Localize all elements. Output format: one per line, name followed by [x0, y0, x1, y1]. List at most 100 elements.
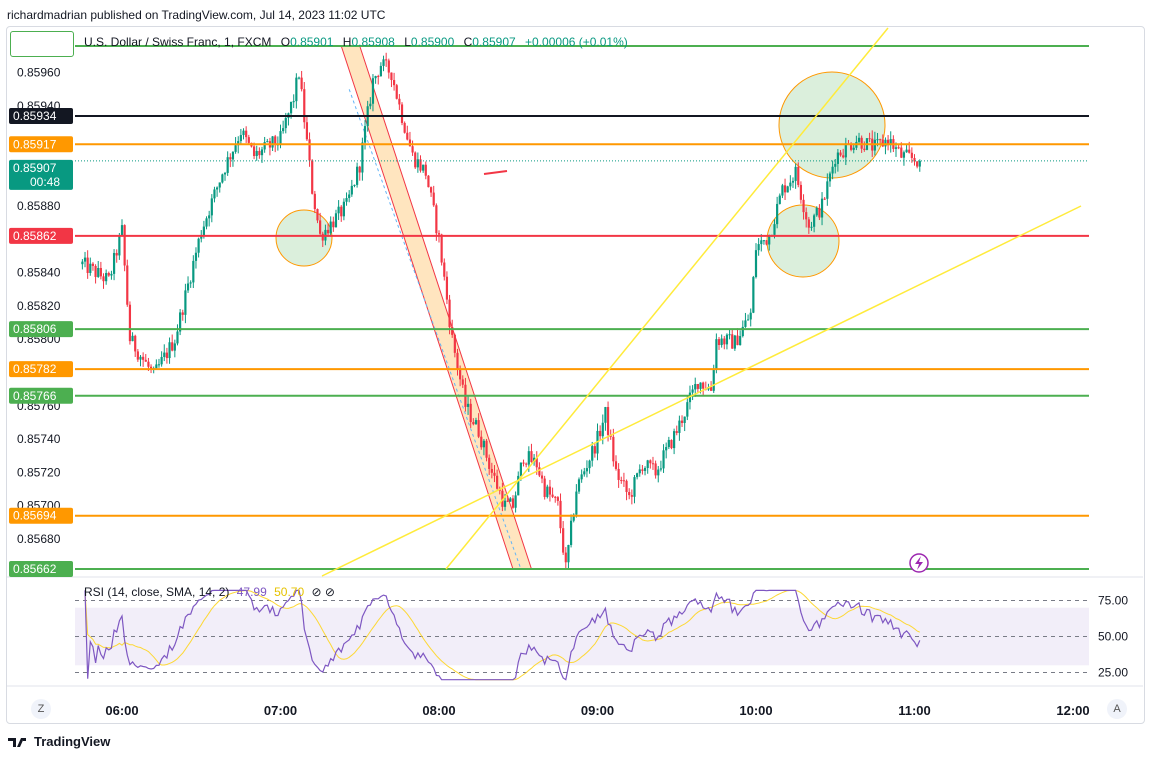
candle-body: [319, 220, 322, 234]
price-label-text: 0.85917: [13, 137, 57, 151]
candle-body: [369, 103, 372, 107]
candle-body: [157, 364, 161, 366]
x-tick-label: 12:00: [1056, 703, 1089, 718]
candle-body: [81, 261, 84, 265]
candle-body: [649, 460, 652, 464]
candle-body: [179, 312, 182, 332]
candle-body: [356, 166, 359, 185]
candle-body: [213, 189, 216, 199]
candle-body: [292, 101, 295, 103]
rsi-visibility-icons[interactable]: ⊘ ⊘: [311, 585, 335, 599]
candle-body: [274, 136, 277, 145]
candle-body: [247, 137, 250, 143]
candle-body: [794, 166, 797, 181]
candle-body: [665, 447, 668, 451]
candle-body: [371, 78, 375, 104]
candle-body: [588, 460, 591, 469]
candle-body: [263, 142, 266, 150]
candle-body: [860, 137, 863, 149]
candle-body: [543, 478, 546, 497]
candle-body: [535, 457, 538, 468]
candle-body: [591, 446, 594, 461]
candle-body: [572, 514, 575, 521]
candle-body: [786, 186, 789, 193]
candle-body: [680, 420, 684, 423]
candle-body: [834, 163, 837, 167]
candle-body: [316, 209, 319, 221]
candle-body: [599, 430, 602, 437]
plus-button-box[interactable]: [10, 31, 74, 57]
small-marker: [483, 170, 508, 175]
candle-body: [239, 135, 242, 142]
candle-body: [522, 462, 525, 464]
candle-body: [118, 235, 121, 256]
trendline-shallow[interactable]: [321, 205, 1082, 577]
candle-body: [815, 207, 818, 216]
candle-body: [503, 500, 507, 507]
y-tick-label: 0.85820: [17, 299, 61, 313]
candle-body: [226, 157, 229, 173]
candle-body: [387, 60, 390, 73]
candle-body: [709, 387, 713, 391]
candle-body: [258, 150, 261, 156]
candle-body: [580, 474, 583, 480]
y-tick-label: 0.85880: [17, 199, 61, 213]
candle-body: [567, 544, 570, 563]
candle-body: [123, 225, 126, 266]
candle-body: [715, 339, 718, 369]
candle-body: [752, 277, 755, 313]
candle-body: [699, 382, 702, 389]
candle-body: [675, 431, 678, 433]
candle-body: [186, 283, 190, 291]
brand-name: TradingView: [34, 734, 111, 749]
descending-channel[interactable]: [340, 45, 533, 570]
candle-body: [453, 334, 456, 353]
candle-body: [208, 215, 211, 219]
candle-body: [139, 356, 142, 360]
candle-body: [918, 160, 921, 167]
price-label-text: 0.85782: [13, 362, 57, 376]
candle-body: [670, 439, 673, 449]
close-value: 0.85907: [472, 35, 516, 49]
candle-body: [844, 143, 847, 158]
candle-body: [424, 164, 427, 176]
trendline-steep[interactable]: [445, 27, 889, 570]
candle-body: [337, 206, 340, 214]
y-tick-label: 0.85680: [17, 532, 61, 546]
candle-body: [131, 335, 134, 342]
candle-body: [422, 164, 425, 171]
candle-body: [910, 152, 913, 158]
candle-body: [894, 147, 898, 149]
candle-body: [791, 180, 795, 183]
candle-body: [189, 282, 192, 284]
candle-body: [210, 198, 213, 216]
candle-body: [231, 151, 235, 160]
candle-body: [342, 201, 345, 217]
candle-body: [741, 326, 744, 337]
candle-body: [916, 161, 919, 167]
auto-scale-button[interactable]: A: [1107, 699, 1127, 719]
candle-body: [810, 226, 813, 228]
candle-body: [768, 236, 771, 245]
candle-body: [577, 479, 581, 492]
zoom-button[interactable]: Z: [31, 699, 51, 719]
highlight-circle[interactable]: [275, 209, 333, 267]
candle-body: [218, 182, 221, 188]
chart-frame: [6, 26, 1145, 724]
price-label-text: 0.85806: [13, 322, 57, 336]
candle-body: [630, 495, 633, 497]
candle-body: [279, 131, 282, 145]
rsi-legend: RSI (14, close, SMA, 14, 2) 47.99 50.70 …: [84, 585, 335, 599]
candle-body: [400, 104, 404, 123]
highlight-circle[interactable]: [778, 71, 886, 179]
candle-body: [702, 382, 705, 389]
candle-body: [200, 235, 203, 239]
candle-body: [99, 268, 102, 277]
candle-body: [781, 185, 784, 196]
candle-body: [300, 77, 303, 90]
candle-body: [221, 174, 224, 183]
candle-body: [105, 273, 108, 282]
price-label-orange: [9, 361, 73, 378]
candle-body: [459, 368, 462, 380]
